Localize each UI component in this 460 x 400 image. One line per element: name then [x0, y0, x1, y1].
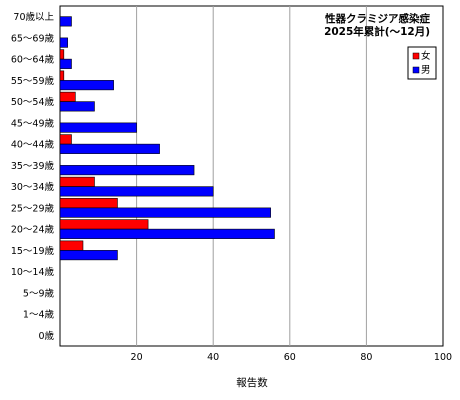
bar-female	[59, 176, 95, 187]
x-tick-label: 60	[284, 352, 296, 363]
y-tick-label: 15～19歳	[11, 245, 55, 257]
bar-male	[59, 101, 95, 112]
bar-male	[59, 228, 275, 239]
chart-title-line-2: 2025年累計(～12月)	[324, 25, 430, 38]
y-tick-label: 65～69歳	[11, 32, 55, 44]
bar-female	[59, 219, 149, 230]
legend-label-male: 男	[421, 65, 431, 76]
y-tick-label: 20～24歳	[11, 224, 55, 236]
bar-male	[59, 37, 68, 48]
gridlines	[136, 6, 367, 346]
bar-male	[59, 16, 72, 27]
y-tick-label: 25～29歳	[11, 202, 55, 214]
bar-male	[59, 207, 271, 218]
y-tick-label: 5～9歳	[23, 287, 55, 299]
legend-swatch-female	[412, 52, 420, 60]
bar-male	[59, 58, 72, 69]
bar-female	[59, 91, 76, 102]
bar-male	[59, 80, 114, 91]
y-tick-label: 45～49歳	[11, 117, 55, 129]
x-tick-labels: 20 40 60 80 100	[131, 352, 453, 363]
bars	[59, 16, 275, 261]
legend-swatch-male	[412, 66, 420, 74]
y-tick-label: 0歳	[38, 330, 54, 342]
bar-female	[59, 198, 118, 209]
plot-area	[59, 5, 444, 347]
bar-female	[59, 70, 65, 81]
bar-male	[59, 122, 137, 133]
y-tick-label: 60～64歳	[11, 54, 55, 66]
y-tick-label: 1～4歳	[23, 309, 55, 321]
y-tick-label: 70歳以上	[13, 11, 54, 23]
bar-female	[59, 49, 65, 60]
x-tick-label: 20	[131, 352, 143, 363]
bar-male	[59, 143, 160, 154]
bar-female	[59, 134, 72, 145]
bar-male	[59, 165, 195, 176]
y-tick-label: 35～39歳	[11, 160, 55, 172]
x-tick-label: 100	[434, 352, 452, 363]
chart-title-line-1: 性器クラミジア感染症	[325, 12, 430, 25]
x-tick-label: 80	[360, 352, 372, 363]
bar-male	[59, 186, 214, 197]
legend-box	[407, 46, 437, 80]
y-tick-label: 40～44歳	[11, 139, 55, 151]
x-tick-label: 40	[207, 352, 219, 363]
y-tick-labels: 70歳以上 65～69歳 60～64歳 55～59歳 50～54歳 45～49歳 40～44…	[11, 11, 55, 342]
y-tick-label: 50～54歳	[11, 96, 55, 108]
y-tick-label: 30～34歳	[11, 181, 55, 193]
bar-female	[59, 240, 84, 251]
x-axis-label: 報告数	[236, 376, 268, 389]
legend-label-female: 女	[421, 50, 431, 62]
bar-male	[59, 250, 118, 261]
y-tick-label: 10～14歳	[11, 266, 55, 278]
legend: 女 男	[407, 46, 437, 80]
y-tick-label: 55～59歳	[11, 75, 55, 87]
